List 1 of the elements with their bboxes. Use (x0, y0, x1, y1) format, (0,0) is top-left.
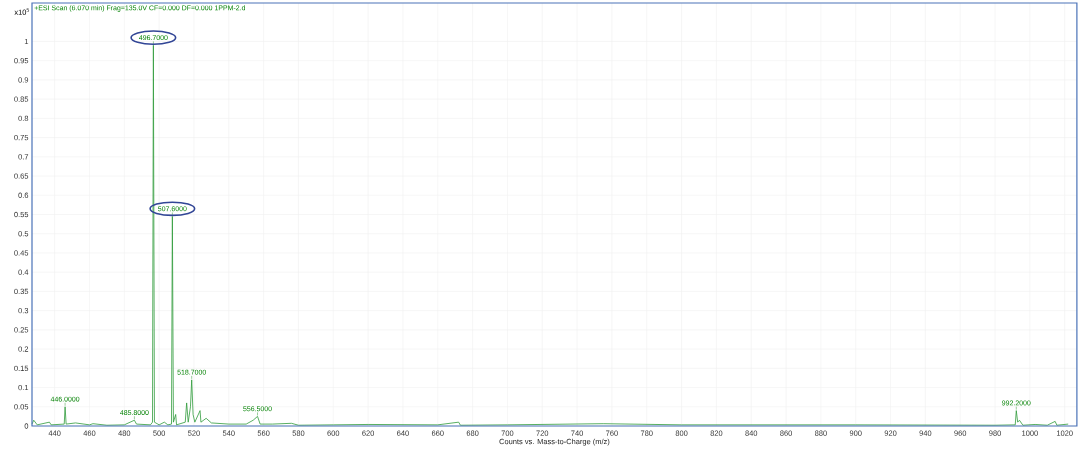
line-series (31, 44, 1069, 426)
